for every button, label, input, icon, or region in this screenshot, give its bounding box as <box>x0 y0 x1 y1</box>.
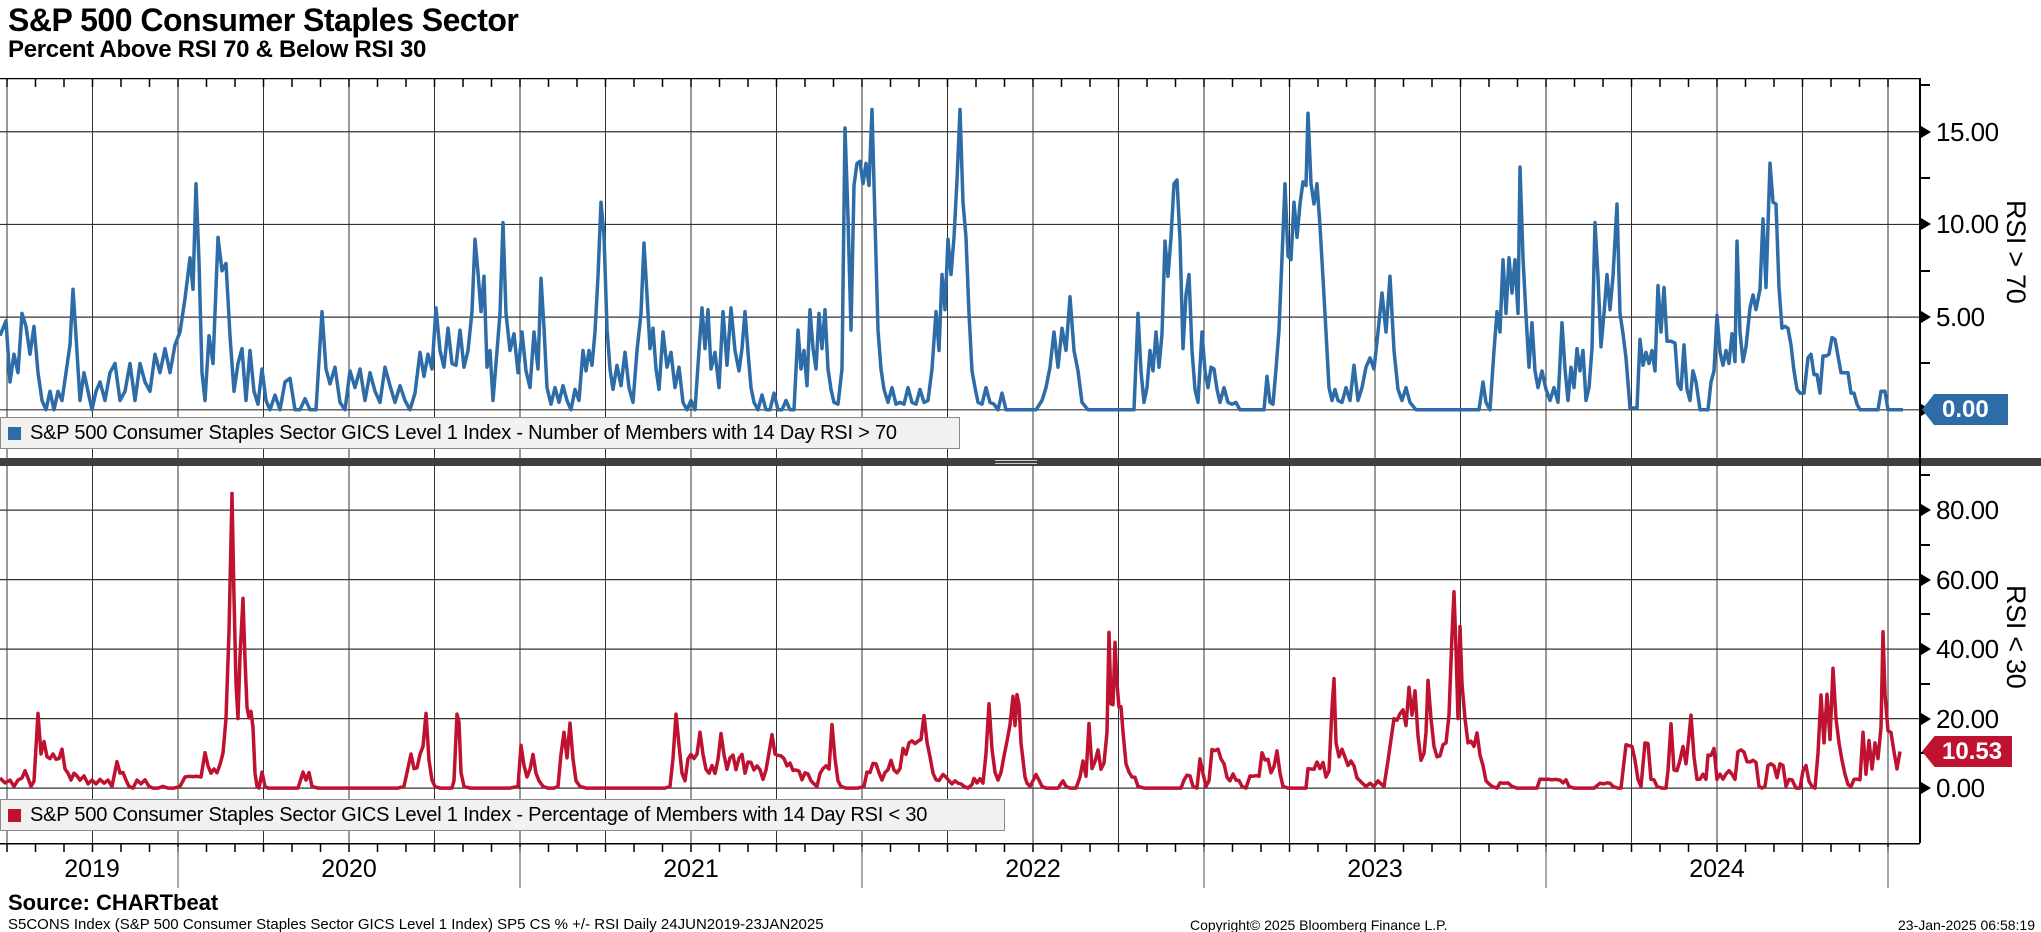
rsi30-ytick-label: 80.00 <box>1936 495 1999 526</box>
rsi30-ytick-arrow-icon <box>1921 643 1931 656</box>
rsi70-axis-label: RSI > 70 <box>2001 200 2031 304</box>
rsi30-axis-label: RSI < 30 <box>2001 585 2031 689</box>
year-label-2024: 2024 <box>1689 855 1745 883</box>
panel-divider-handle[interactable] <box>995 458 1037 466</box>
year-label-2023: 2023 <box>1347 855 1403 883</box>
rsi70-ytick-label: 5.00 <box>1936 302 1985 333</box>
year-label-2021: 2021 <box>663 855 719 883</box>
page-subtitle: Percent Above RSI 70 & Below RSI 30 <box>8 36 427 63</box>
timestamp: 23-Jan-2025 06:58:19 <box>1898 917 2035 932</box>
rsi30-ytick-arrow-icon <box>1921 573 1931 586</box>
year-label-2019: 2019 <box>64 855 120 883</box>
page-title: S&P 500 Consumer Staples Sector <box>8 2 519 38</box>
rsi70-ytick-arrow-icon <box>1921 218 1931 231</box>
rsi70-ytick-minor <box>1921 177 1930 180</box>
rsi30-ytick-arrow-icon <box>1921 504 1931 517</box>
rsi30-ytick-label: 60.00 <box>1936 564 1999 595</box>
rsi70-ytick-label: 15.00 <box>1936 116 1999 147</box>
source-label: Source: CHARTbeat <box>8 890 219 915</box>
rsi30-ytick-label: 20.00 <box>1936 703 1999 734</box>
rsi30-ytick-arrow-icon <box>1921 782 1931 795</box>
rsi70-ytick-label: 10.00 <box>1936 209 1999 240</box>
rsi30-ytick-minor <box>1921 682 1930 685</box>
rsi70-ytick-minor <box>1921 362 1930 365</box>
rsi30-ytick-minor <box>1921 474 1930 477</box>
rsi30-ytick-minor <box>1921 543 1930 546</box>
copyright-notice: Copyright© 2025 Bloomberg Finance L.P. <box>1190 917 1448 932</box>
rsi30-last-value-badge: 10.53 <box>1922 736 2013 767</box>
rsi30-series-line <box>0 491 1902 790</box>
year-label-2022: 2022 <box>1005 855 1061 883</box>
rsi70-ytick-arrow-icon <box>1921 311 1931 324</box>
rsi30-chart-panel[interactable] <box>0 466 1920 843</box>
x-axis <box>0 843 1920 888</box>
rsi30-ytick-label: 40.00 <box>1936 634 1999 665</box>
rsi30-ytick-label: 0.00 <box>1936 773 1985 804</box>
rsi30-ytick-arrow-icon <box>1921 712 1931 725</box>
rsi70-last-value-badge: 0.00 <box>1922 394 2008 425</box>
right-axis-line <box>1919 78 1921 843</box>
rsi70-series-line <box>0 107 1903 412</box>
ticker-description: S5CONS Index (S&P 500 Consumer Staples S… <box>8 916 824 932</box>
rsi70-chart-panel[interactable] <box>0 78 1920 458</box>
rsi70-legend-swatch-icon <box>8 426 21 440</box>
rsi30-legend-label: S&P 500 Consumer Staples Sector GICS Lev… <box>30 803 928 826</box>
panel-divider <box>0 458 2041 466</box>
rsi70-legend[interactable]: S&P 500 Consumer Staples Sector GICS Lev… <box>0 417 960 449</box>
rsi70-ytick-arrow-icon <box>1921 125 1931 138</box>
year-label-2020: 2020 <box>321 855 377 883</box>
rsi30-ytick-minor <box>1921 613 1930 616</box>
rsi30-legend-swatch-icon <box>8 808 21 822</box>
rsi70-ytick-minor <box>1921 84 1930 87</box>
rsi30-legend[interactable]: S&P 500 Consumer Staples Sector GICS Lev… <box>0 799 1005 831</box>
rsi70-legend-label: S&P 500 Consumer Staples Sector GICS Lev… <box>30 421 897 444</box>
rsi70-ytick-minor <box>1921 269 1930 272</box>
